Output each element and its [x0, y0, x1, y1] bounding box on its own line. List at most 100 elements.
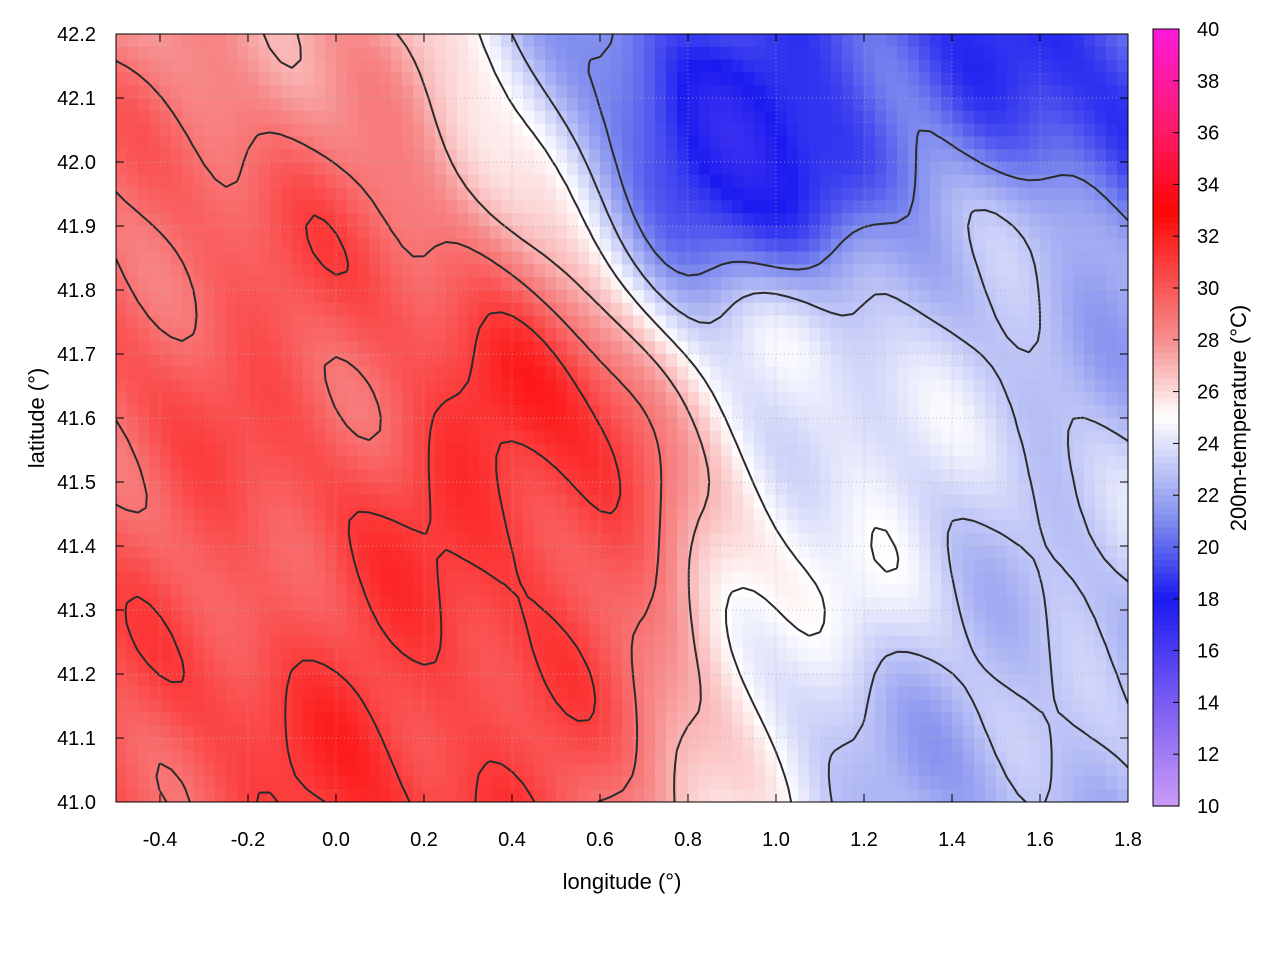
heatmap-cell: [182, 85, 194, 99]
heatmap-cell: [1095, 686, 1107, 701]
heatmap-cell: [699, 302, 711, 317]
heatmap-cell: [908, 520, 920, 534]
heatmap-cell: [512, 213, 524, 227]
heatmap-cell: [919, 482, 931, 496]
heatmap-cell: [127, 136, 139, 150]
heatmap-cell: [116, 302, 128, 317]
heatmap-cell: [710, 379, 722, 393]
heatmap-cell: [1062, 597, 1074, 611]
heatmap-cell: [798, 507, 810, 521]
heatmap-cell: [248, 699, 260, 713]
heatmap-cell: [127, 302, 139, 317]
heatmap-cell: [226, 136, 238, 150]
heatmap-cell: [1007, 328, 1019, 342]
heatmap-cell: [138, 558, 150, 573]
heatmap-cell: [699, 648, 711, 662]
heatmap-cell: [765, 674, 777, 688]
heatmap-cell: [270, 251, 282, 265]
heatmap-cell: [633, 571, 645, 585]
heatmap-cell: [1117, 238, 1128, 253]
heatmap-cell: [721, 366, 733, 381]
heatmap-cell: [655, 277, 667, 291]
heatmap-cell: [292, 674, 304, 688]
heatmap-cell: [1018, 610, 1030, 624]
heatmap-cell: [666, 213, 678, 227]
heatmap-cell: [1084, 571, 1096, 585]
heatmap-cell: [743, 123, 755, 137]
heatmap-cell: [358, 123, 370, 137]
heatmap-cell: [424, 610, 436, 624]
heatmap-cell: [776, 648, 788, 662]
heatmap-cell: [974, 213, 986, 227]
heatmap-cell: [1051, 187, 1063, 201]
heatmap-cell: [204, 200, 216, 214]
heatmap-cell: [325, 277, 337, 291]
heatmap-cell: [1029, 571, 1041, 585]
heatmap-cell: [292, 34, 304, 48]
heatmap-cell: [798, 648, 810, 662]
heatmap-cell: [204, 558, 216, 573]
heatmap-cell: [556, 366, 568, 381]
heatmap-cell: [171, 290, 183, 304]
heatmap-cell: [644, 418, 656, 432]
heatmap-cell: [941, 213, 953, 227]
heatmap-cell: [512, 443, 524, 457]
heatmap-cell: [347, 661, 359, 675]
heatmap-cell: [215, 622, 227, 637]
heatmap-cell: [897, 149, 909, 163]
heatmap-cell: [765, 213, 777, 227]
heatmap-cell: [490, 546, 502, 560]
heatmap-cell: [710, 98, 722, 112]
heatmap-cell: [292, 123, 304, 137]
heatmap-cell: [578, 315, 590, 329]
heatmap-cell: [138, 200, 150, 214]
heatmap-cell: [446, 290, 458, 304]
heatmap-cell: [710, 635, 722, 649]
heatmap-cell: [1084, 72, 1096, 86]
heatmap-cell: [1018, 674, 1030, 688]
heatmap-cell: [567, 571, 579, 585]
heatmap-cell: [545, 200, 557, 214]
heatmap-cell: [501, 162, 513, 176]
heatmap-cell: [204, 149, 216, 163]
heatmap-cell: [831, 174, 843, 189]
heatmap-cell: [644, 456, 656, 470]
heatmap-cell: [248, 98, 260, 112]
heatmap-cell: [897, 379, 909, 393]
heatmap-cell: [391, 686, 403, 701]
heatmap-cell: [787, 136, 799, 150]
heatmap-cell: [886, 648, 898, 662]
heatmap-cell: [809, 571, 821, 585]
heatmap-cell: [116, 200, 128, 214]
heatmap-cell: [303, 226, 315, 240]
heatmap-cell: [820, 46, 832, 61]
heatmap-cell: [1051, 648, 1063, 662]
heatmap-cell: [710, 315, 722, 329]
heatmap-cell: [127, 725, 139, 739]
heatmap-cell: [534, 328, 546, 342]
heatmap-cell: [787, 59, 799, 73]
heatmap-cell: [1062, 546, 1074, 560]
heatmap-cell: [864, 34, 876, 48]
heatmap-cell: [941, 597, 953, 611]
heatmap-cell: [644, 584, 656, 598]
heatmap-cell: [237, 482, 249, 496]
heatmap-cell: [1051, 507, 1063, 521]
heatmap-cell: [402, 162, 414, 176]
heatmap-cell: [336, 699, 348, 713]
heatmap-cell: [875, 123, 887, 137]
heatmap-cell: [908, 379, 920, 393]
heatmap-cell: [490, 149, 502, 163]
heatmap-cell: [710, 213, 722, 227]
heatmap-cell: [688, 482, 700, 496]
heatmap-cell: [237, 34, 249, 48]
heatmap-cell: [380, 584, 392, 598]
heatmap-cell: [534, 264, 546, 278]
heatmap-cell: [270, 482, 282, 496]
heatmap-cell: [677, 213, 689, 227]
heatmap-cell: [1029, 110, 1041, 125]
heatmap-cell: [138, 59, 150, 73]
heatmap-cell: [204, 110, 216, 125]
heatmap-cell: [325, 686, 337, 701]
heatmap-cell: [303, 354, 315, 368]
